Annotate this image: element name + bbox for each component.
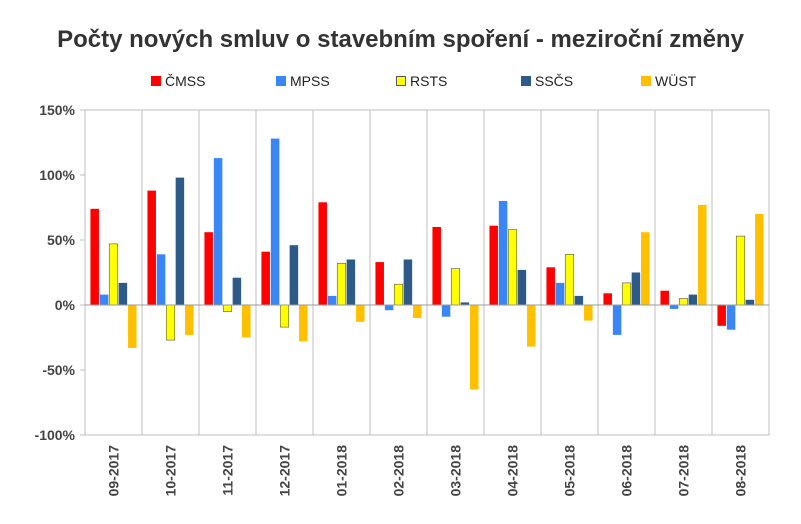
bar [270, 138, 280, 305]
legend-item: ČMSS [151, 73, 205, 89]
legend-swatch [396, 76, 406, 86]
bar [99, 294, 109, 305]
bar [175, 177, 185, 305]
bar [232, 277, 242, 305]
bar [346, 259, 356, 305]
x-category-label: 06-2018 [619, 445, 635, 497]
bar [584, 305, 593, 321]
legend-item: RSTS [396, 73, 447, 89]
bar [204, 232, 213, 305]
bar [555, 282, 565, 305]
x-category-label: 04-2018 [505, 445, 521, 497]
legend-swatch [276, 76, 286, 86]
bar [222, 304, 233, 312]
bar [517, 269, 527, 305]
y-tick-label: 50% [47, 232, 76, 248]
bar [460, 302, 470, 305]
legend-label: ČMSS [165, 73, 206, 89]
bar [688, 294, 698, 305]
bar [393, 283, 404, 306]
x-category-label: 05-2018 [562, 445, 578, 497]
bar [375, 262, 384, 305]
bar [470, 305, 479, 390]
y-tick-label: -100% [35, 427, 76, 443]
x-category-label: 12-2017 [277, 445, 293, 497]
bar [621, 282, 632, 306]
bar [669, 305, 679, 309]
bar [432, 227, 441, 305]
bar [384, 305, 394, 311]
y-tick-label: 150% [39, 102, 75, 118]
legend-item: SSČS [521, 73, 573, 89]
bar [546, 267, 555, 305]
legend-item: WÜST [641, 73, 696, 89]
legend-swatch [641, 76, 651, 86]
bar [631, 272, 641, 305]
bar [745, 299, 755, 305]
bar [726, 305, 736, 330]
bar [413, 305, 422, 318]
bar [660, 290, 669, 305]
legend: ČMSS MPSS RSTS SSČS WÜST [0, 73, 801, 93]
bar [327, 295, 337, 305]
bar [564, 254, 575, 306]
bar [213, 158, 223, 305]
bar [90, 208, 99, 305]
bar [403, 259, 413, 305]
bar [498, 201, 508, 305]
x-category-label: 08-2018 [733, 445, 749, 497]
x-category-label: 03-2018 [448, 445, 464, 497]
bar [108, 243, 119, 306]
bar [356, 305, 365, 322]
y-tick-label: 0% [55, 297, 76, 313]
legend-label: SSČS [535, 73, 574, 89]
bar [156, 254, 166, 305]
legend-swatch [521, 76, 531, 86]
x-category-label: 09-2017 [106, 445, 122, 497]
bar [279, 304, 290, 328]
bar [185, 305, 194, 335]
bar [318, 202, 327, 305]
bar [336, 263, 347, 306]
x-category-label: 01-2018 [334, 445, 350, 497]
bar [641, 232, 650, 305]
bar [165, 304, 176, 341]
legend-label: RSTS [410, 73, 448, 89]
bar [527, 305, 536, 347]
bar [261, 251, 270, 305]
chart-title: Počty nových smluv o stavebním spoření -… [57, 26, 744, 53]
x-category-label: 02-2018 [391, 445, 407, 497]
bar [128, 305, 137, 348]
bar [603, 293, 612, 305]
bar [450, 268, 461, 306]
x-category-label: 10-2017 [163, 445, 179, 497]
legend-label: WÜST [655, 73, 697, 89]
bar [612, 305, 622, 335]
bar [507, 229, 518, 306]
bar [678, 298, 689, 306]
y-tick-label: -50% [42, 362, 75, 378]
bar [299, 305, 308, 342]
legend-swatch [151, 76, 161, 86]
bar [735, 235, 746, 306]
bar [755, 214, 764, 305]
legend-item: MPSS [276, 73, 330, 89]
bar [441, 305, 451, 317]
legend-label: MPSS [290, 73, 330, 89]
x-category-label: 11-2017 [220, 445, 236, 496]
bar [717, 305, 726, 326]
bar [147, 190, 156, 305]
y-tick-label: 100% [39, 167, 75, 183]
bar [242, 305, 251, 338]
x-category-label: 07-2018 [676, 445, 692, 497]
bar [698, 204, 707, 305]
bar [289, 245, 299, 305]
bar [489, 225, 498, 305]
bar [118, 282, 128, 305]
bar [574, 295, 584, 305]
